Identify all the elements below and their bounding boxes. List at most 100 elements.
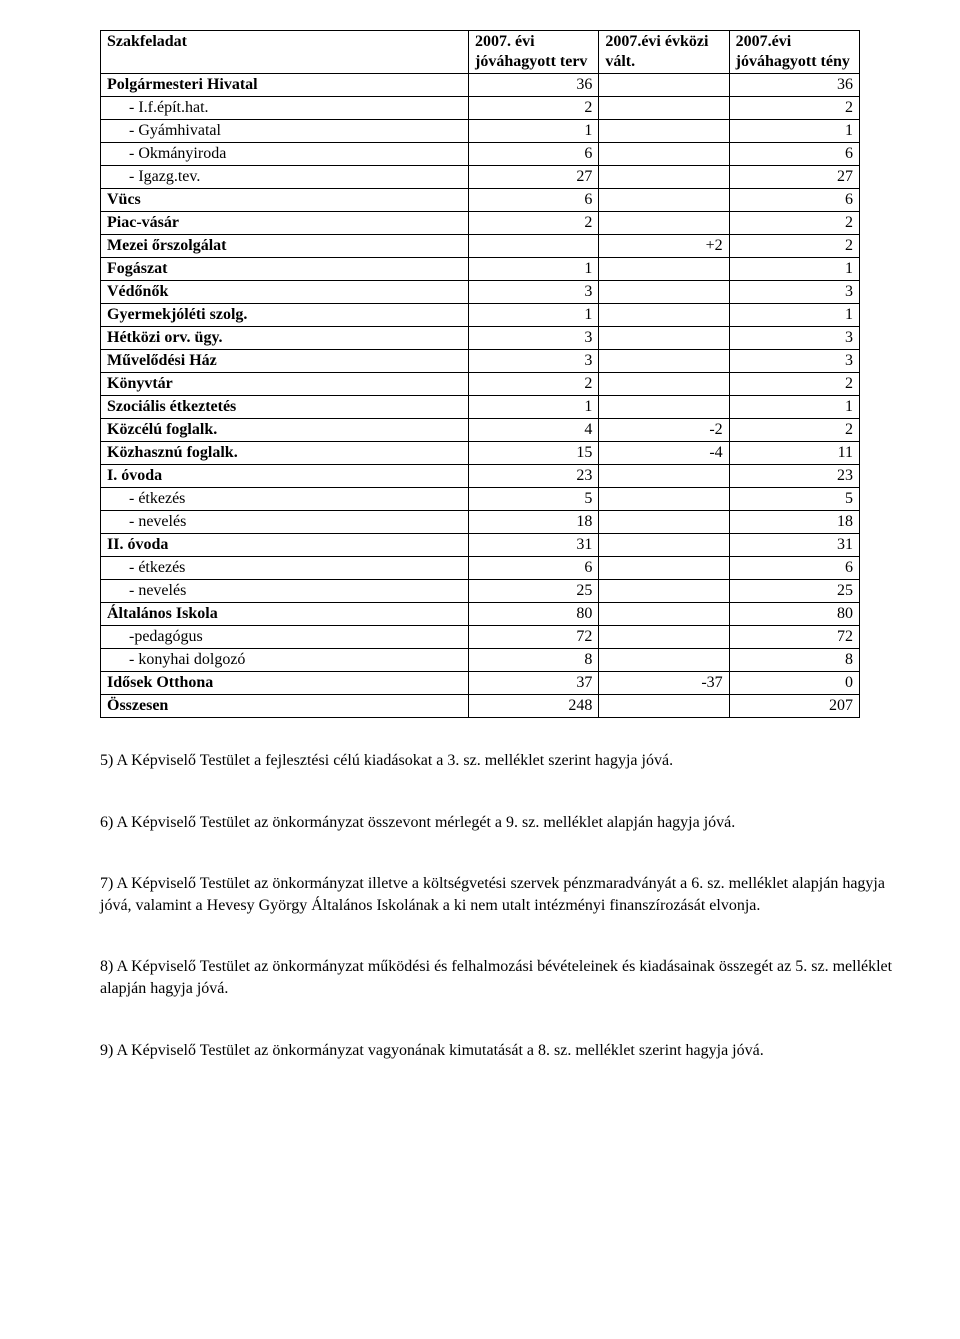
th-teny: 2007.évi jóváhagyott tény: [729, 31, 859, 74]
table-row: Hétközi orv. ügy.33: [101, 327, 860, 350]
row-valt: [599, 166, 729, 189]
row-label: Gyermekjóléti szolg.: [101, 304, 469, 327]
row-terv: 31: [469, 534, 599, 557]
table-row: - étkezés55: [101, 488, 860, 511]
th-valt: 2007.évi évközi vált.: [599, 31, 729, 74]
row-teny: 1: [729, 304, 859, 327]
table-header-row: Szakfeladat 2007. évi jóváhagyott terv 2…: [101, 31, 860, 74]
row-terv: 27: [469, 166, 599, 189]
paragraph-6: 6) A Képviselő Testület az önkormányzat …: [100, 812, 910, 834]
row-label: Szociális étkeztetés: [101, 396, 469, 419]
row-teny: 2: [729, 419, 859, 442]
row-terv: 15: [469, 442, 599, 465]
row-terv: 6: [469, 189, 599, 212]
row-label: Összesen: [101, 695, 469, 718]
table-row: - Gyámhivatal11: [101, 120, 860, 143]
row-terv: 2: [469, 97, 599, 120]
row-teny: 6: [729, 189, 859, 212]
table-row: Vücs66: [101, 189, 860, 212]
row-valt: [599, 74, 729, 97]
row-label: - Gyámhivatal: [101, 120, 469, 143]
row-teny: 5: [729, 488, 859, 511]
row-label: II. óvoda: [101, 534, 469, 557]
table-row: - nevelés1818: [101, 511, 860, 534]
row-terv: 1: [469, 304, 599, 327]
row-valt: [599, 649, 729, 672]
row-label: Védőnők: [101, 281, 469, 304]
table-row: Fogászat11: [101, 258, 860, 281]
row-teny: 23: [729, 465, 859, 488]
row-terv: 5: [469, 488, 599, 511]
row-terv: 4: [469, 419, 599, 442]
row-terv: 2: [469, 373, 599, 396]
row-valt: [599, 626, 729, 649]
row-teny: 36: [729, 74, 859, 97]
row-teny: 31: [729, 534, 859, 557]
row-valt: [599, 327, 729, 350]
paragraph-5: 5) A Képviselő Testület a fejlesztési cé…: [100, 750, 910, 772]
row-valt: [599, 304, 729, 327]
row-terv: 2: [469, 212, 599, 235]
row-terv: 1: [469, 396, 599, 419]
table-row: Összesen248207: [101, 695, 860, 718]
table-row: Mezei őrszolgálat+22: [101, 235, 860, 258]
row-valt: [599, 465, 729, 488]
row-teny: 6: [729, 143, 859, 166]
row-valt: -4: [599, 442, 729, 465]
row-teny: 27: [729, 166, 859, 189]
table-body: Polgármesteri Hivatal3636- I.f.épít.hat.…: [101, 74, 860, 718]
row-terv: 248: [469, 695, 599, 718]
row-teny: 3: [729, 350, 859, 373]
row-teny: 11: [729, 442, 859, 465]
row-terv: 36: [469, 74, 599, 97]
row-terv: 37: [469, 672, 599, 695]
row-valt: [599, 281, 729, 304]
paragraph-9: 9) A Képviselő Testület az önkormányzat …: [100, 1040, 910, 1062]
row-terv: 8: [469, 649, 599, 672]
paragraph-7: 7) A Képviselő Testület az önkormányzat …: [100, 873, 910, 916]
row-valt: [599, 258, 729, 281]
row-teny: 18: [729, 511, 859, 534]
table-row: - nevelés2525: [101, 580, 860, 603]
row-terv: 1: [469, 120, 599, 143]
row-valt: [599, 488, 729, 511]
row-teny: 3: [729, 327, 859, 350]
row-terv: 3: [469, 350, 599, 373]
document-page: Szakfeladat 2007. évi jóváhagyott terv 2…: [0, 0, 960, 1161]
row-label: Könyvtár: [101, 373, 469, 396]
row-terv: 1: [469, 258, 599, 281]
row-terv: 25: [469, 580, 599, 603]
row-terv: [469, 235, 599, 258]
row-teny: 2: [729, 212, 859, 235]
row-valt: [599, 143, 729, 166]
table-row: Gyermekjóléti szolg.11: [101, 304, 860, 327]
row-label: - étkezés: [101, 488, 469, 511]
szakfeladat-table: Szakfeladat 2007. évi jóváhagyott terv 2…: [100, 30, 860, 718]
row-valt: -2: [599, 419, 729, 442]
table-row: Általános Iskola8080: [101, 603, 860, 626]
row-valt: [599, 511, 729, 534]
row-terv: 18: [469, 511, 599, 534]
row-label: -pedagógus: [101, 626, 469, 649]
row-teny: 80: [729, 603, 859, 626]
row-teny: 2: [729, 373, 859, 396]
table-row: - étkezés66: [101, 557, 860, 580]
table-row: - konyhai dolgozó88: [101, 649, 860, 672]
table-row: Piac-vásár22: [101, 212, 860, 235]
row-label: - étkezés: [101, 557, 469, 580]
row-teny: 6: [729, 557, 859, 580]
row-terv: 23: [469, 465, 599, 488]
paragraph-8: 8) A Képviselő Testület az önkormányzat …: [100, 956, 910, 999]
row-teny: 1: [729, 258, 859, 281]
table-row: Szociális étkeztetés11: [101, 396, 860, 419]
row-teny: 1: [729, 120, 859, 143]
row-label: Piac-vásár: [101, 212, 469, 235]
row-valt: [599, 695, 729, 718]
row-teny: 3: [729, 281, 859, 304]
row-valt: [599, 534, 729, 557]
table-row: Könyvtár22: [101, 373, 860, 396]
row-label: Hétközi orv. ügy.: [101, 327, 469, 350]
row-teny: 72: [729, 626, 859, 649]
table-row: Védőnők33: [101, 281, 860, 304]
row-label: - Igazg.tev.: [101, 166, 469, 189]
